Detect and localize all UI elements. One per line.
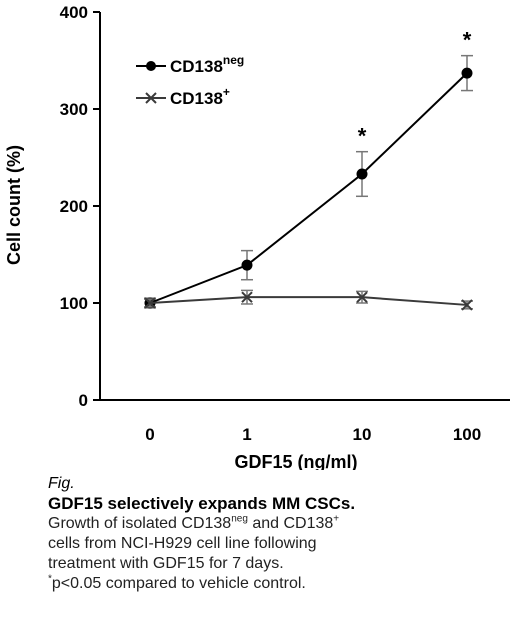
y-tick-label: 200 [60,197,88,216]
caption-fig-label: Fig. [48,475,75,492]
x-tick-label: 10 [353,425,372,444]
y-axis-title: Cell count (%) [4,145,24,265]
data-point [356,291,368,303]
data-point [461,67,473,79]
data-point [144,297,156,309]
caption-line1-sup2: + [333,513,340,525]
x-tick-label: 0 [145,425,154,444]
caption-line4-sup: * [48,573,52,585]
series-line [149,296,468,306]
x-axis: 0 1 10 100 [100,399,510,444]
line-chart: 0 100 200 300 400 0 1 10 100 Cell count (%) GDF… [4,3,510,470]
y-tick-label: 400 [60,3,88,22]
caption-line2: cells from NCI-H929 cell line following [48,535,317,552]
significance-marker: * [463,28,472,53]
caption-line1-a: Growth of isolated CD138 [48,515,232,532]
y-axis: 0 100 200 300 400 [60,3,101,410]
caption-line3: treatment with GDF15 for 7 days. [48,555,284,572]
caption-line4: p<0.05 compared to vehicle control. [51,575,306,592]
caption-title: GDF15 selectively expands MM CSCs. [48,494,356,513]
caption-line1-sup1: neg [231,513,248,525]
legend-item: CD138+ [136,85,230,108]
figure-caption: Fig. GDF15 selectively expands MM CSCs. … [48,474,508,594]
y-tick-label: 0 [79,391,88,410]
legend-label-sup: + [223,85,230,99]
data-point [356,168,368,180]
y-tick-label: 100 [60,294,88,313]
data-point [461,299,473,311]
legend-marker [145,92,157,104]
legend-label-sup: neg [223,53,244,67]
data-point [241,259,253,271]
x-tick-label: 1 [242,425,251,444]
data-point [241,291,253,303]
y-tick-label: 300 [60,100,88,119]
series-line [149,72,468,304]
series-layer: ** [144,28,473,311]
series-1 [144,289,473,311]
caption-body: Growth of isolated CD138neg and CD138+ c… [48,514,508,594]
significance-marker: * [358,124,367,149]
legend-label-name: CD138 [170,57,223,76]
caption-line1-b: and CD138 [247,515,334,532]
x-axis-title: GDF15 (ng/ml) [234,452,357,470]
legend-item: CD138neg [136,53,244,76]
x-tick-label: 100 [453,425,481,444]
legend-marker [146,61,156,71]
legend-label: CD138+ [170,85,230,108]
legend-label-name: CD138 [170,89,223,108]
legend-label: CD138neg [170,53,244,76]
